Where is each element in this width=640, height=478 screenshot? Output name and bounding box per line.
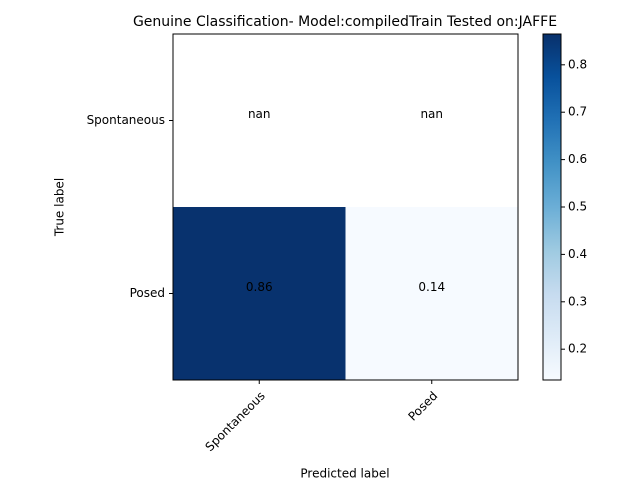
colorbar-tick-label: 0.5 xyxy=(568,200,587,214)
x-tick-label: Posed xyxy=(405,389,440,424)
y-tick-label: Spontaneous xyxy=(87,113,165,127)
x-axis-label: Predicted label xyxy=(300,467,389,478)
cell-label: 0.86 xyxy=(246,280,273,294)
colorbar-tick-label: 0.4 xyxy=(568,247,587,261)
cell-label: nan xyxy=(248,107,271,121)
colorbar-tick-label: 0.7 xyxy=(568,105,587,119)
cell xyxy=(173,207,346,380)
colorbar xyxy=(542,33,562,381)
plot-frame xyxy=(172,33,519,381)
x-tick-label: Spontaneous xyxy=(202,389,267,454)
y-axis-label: True label xyxy=(53,178,67,237)
colorbar-tick-label: 0.2 xyxy=(568,342,587,356)
colorbar-tick-label: 0.3 xyxy=(568,294,587,308)
colorbar-tick-label: 0.6 xyxy=(568,152,587,166)
y-tick-label: Posed xyxy=(130,286,165,300)
cell xyxy=(345,207,518,380)
cell-label: 0.14 xyxy=(418,280,445,294)
colorbar-tick-label: 0.8 xyxy=(568,57,587,71)
chart-title: Genuine Classification- Model:compiledTr… xyxy=(133,14,557,30)
cell-label: nan xyxy=(420,107,443,121)
